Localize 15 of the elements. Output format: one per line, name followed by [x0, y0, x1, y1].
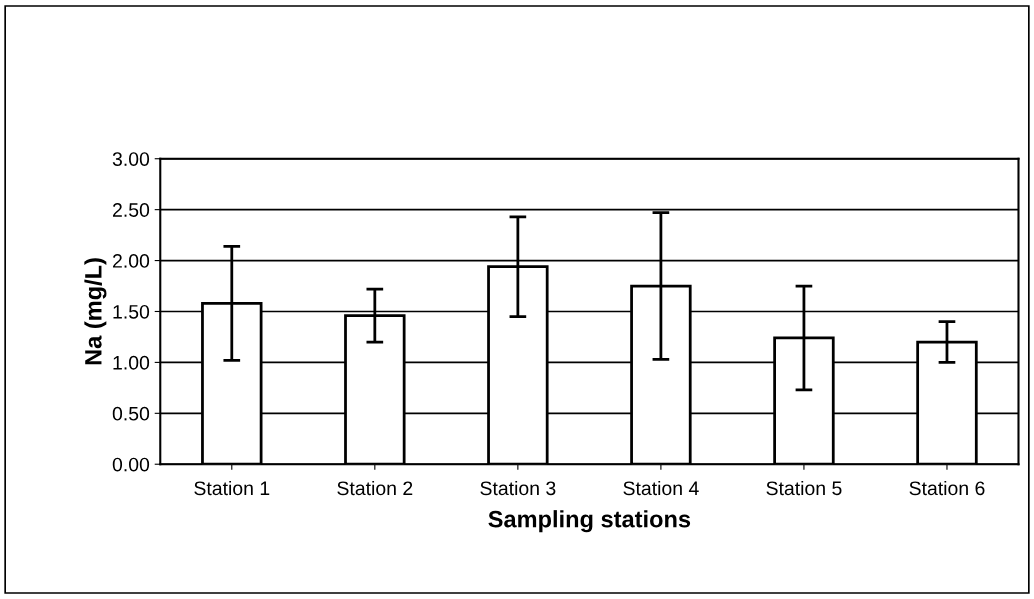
x-tick-label: Station 5 [766, 480, 842, 496]
y-tick-label: 0.00 [112, 457, 150, 472]
y-tick-label: 2.50 [112, 203, 150, 217]
y-tick-label: 1.00 [113, 355, 150, 370]
x-axis-title: Sampling stations [488, 510, 691, 533]
y-tick-label: 3.00 [112, 152, 150, 166]
x-tick-label: Station 1 [194, 480, 270, 496]
x-tick-label: Station 3 [480, 480, 556, 496]
y-tick-label: 0.50 [112, 406, 150, 421]
y-tick-label: 1.50 [113, 304, 150, 319]
x-tick-label: Station 6 [909, 480, 985, 496]
y-axis-title: Na (mg/L) [84, 258, 107, 365]
x-tick-label: Station 2 [337, 480, 413, 496]
y-tick-label: 2.00 [112, 254, 150, 268]
x-tick-label: Station 4 [623, 480, 699, 496]
